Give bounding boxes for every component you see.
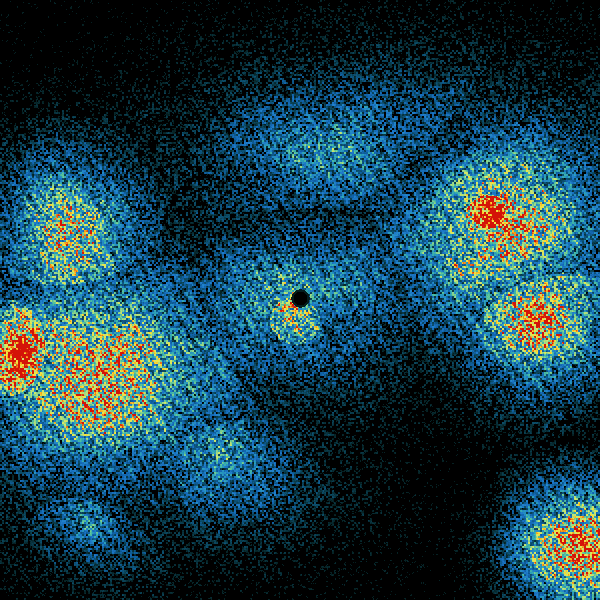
image-canvas-container — [0, 0, 600, 600]
false-color-heatmap — [0, 0, 600, 600]
